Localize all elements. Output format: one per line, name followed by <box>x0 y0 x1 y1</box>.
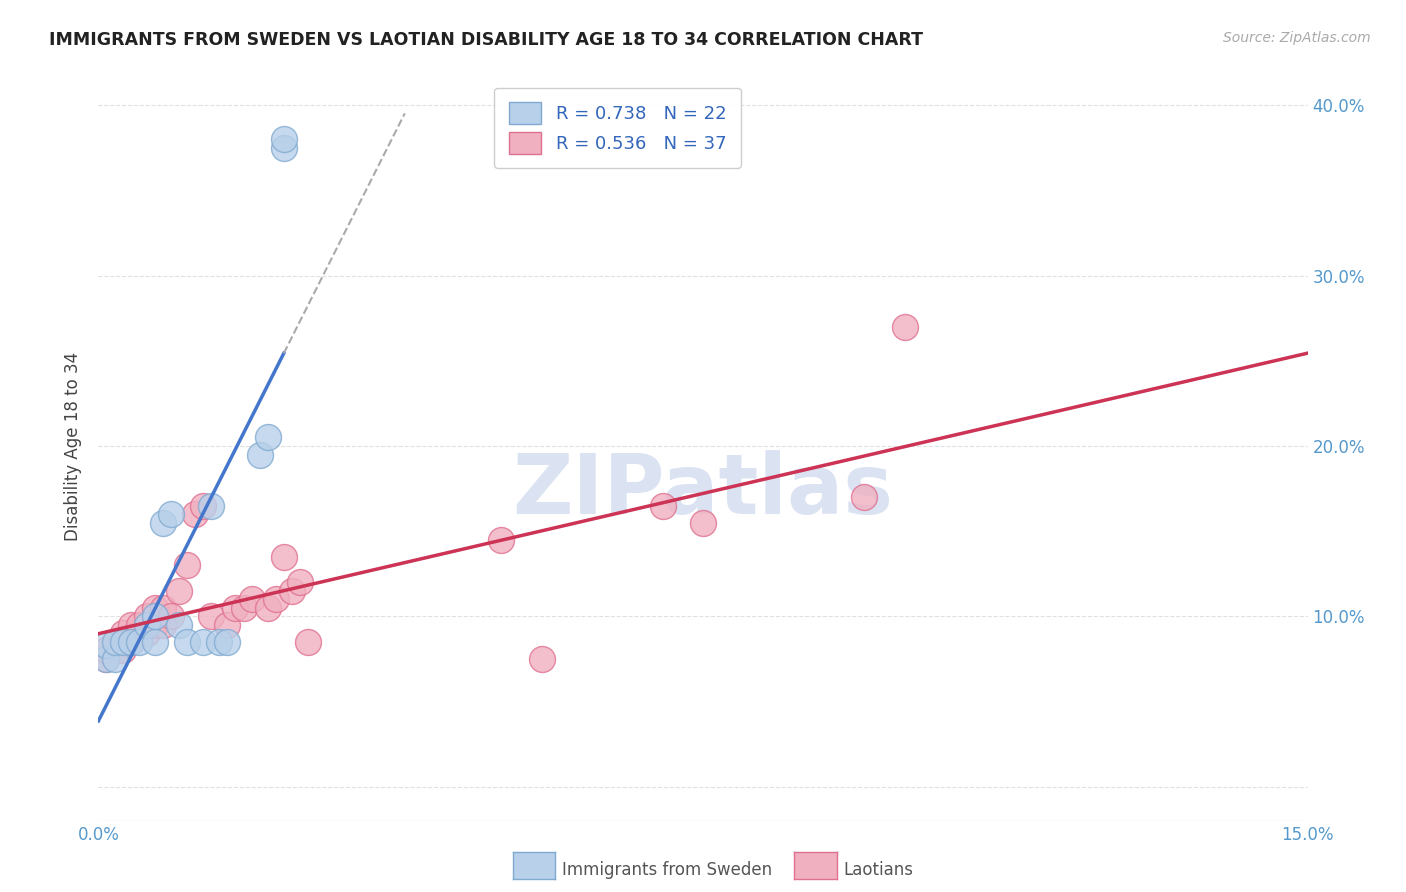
Point <box>111 626 134 640</box>
Point <box>135 626 157 640</box>
Point <box>264 592 287 607</box>
Point <box>200 609 222 624</box>
Point <box>152 516 174 530</box>
Point <box>193 635 215 649</box>
Y-axis label: Disability Age 18 to 34: Disability Age 18 to 34 <box>65 351 83 541</box>
Point <box>111 643 134 657</box>
Point <box>176 635 198 649</box>
Point <box>491 533 513 547</box>
Point <box>217 617 239 632</box>
Point <box>143 609 166 624</box>
Point <box>135 609 157 624</box>
Point <box>103 652 125 666</box>
Point <box>288 575 311 590</box>
Point <box>111 635 134 649</box>
Point <box>103 635 125 649</box>
Point <box>208 635 231 649</box>
Point <box>143 600 166 615</box>
Point <box>143 635 166 649</box>
Point <box>692 516 714 530</box>
Text: Laotians: Laotians <box>844 861 914 879</box>
Point <box>120 617 142 632</box>
Point <box>135 617 157 632</box>
Point <box>193 499 215 513</box>
Point <box>273 132 295 146</box>
Point <box>143 617 166 632</box>
Point <box>96 643 118 657</box>
Point <box>217 635 239 649</box>
Point <box>152 600 174 615</box>
Point <box>273 141 295 155</box>
Point <box>96 652 118 666</box>
Point <box>128 626 150 640</box>
Point <box>200 499 222 513</box>
Point <box>176 558 198 573</box>
Point <box>273 549 295 564</box>
Point <box>232 600 254 615</box>
Point <box>128 617 150 632</box>
Text: IMMIGRANTS FROM SWEDEN VS LAOTIAN DISABILITY AGE 18 TO 34 CORRELATION CHART: IMMIGRANTS FROM SWEDEN VS LAOTIAN DISABI… <box>49 31 924 49</box>
Point <box>152 617 174 632</box>
Point <box>96 652 118 666</box>
Point <box>160 609 183 624</box>
Legend: R = 0.738   N = 22, R = 0.536   N = 37: R = 0.738 N = 22, R = 0.536 N = 37 <box>495 88 741 168</box>
Point <box>853 490 876 504</box>
Point <box>184 507 207 521</box>
Point <box>120 635 142 649</box>
Point <box>651 499 673 513</box>
Point <box>160 507 183 521</box>
Point <box>281 583 304 598</box>
Point <box>167 583 190 598</box>
Point <box>224 600 246 615</box>
Point <box>249 448 271 462</box>
Point <box>530 652 553 666</box>
Text: ZIPatlas: ZIPatlas <box>513 450 893 532</box>
Point <box>256 430 278 444</box>
Point <box>297 635 319 649</box>
Point <box>128 635 150 649</box>
Text: Source: ZipAtlas.com: Source: ZipAtlas.com <box>1223 31 1371 45</box>
Point <box>893 319 915 334</box>
Point <box>256 600 278 615</box>
Point <box>240 592 263 607</box>
Point <box>103 643 125 657</box>
Point <box>120 635 142 649</box>
Text: Immigrants from Sweden: Immigrants from Sweden <box>562 861 772 879</box>
Point <box>96 638 118 652</box>
Point <box>167 617 190 632</box>
